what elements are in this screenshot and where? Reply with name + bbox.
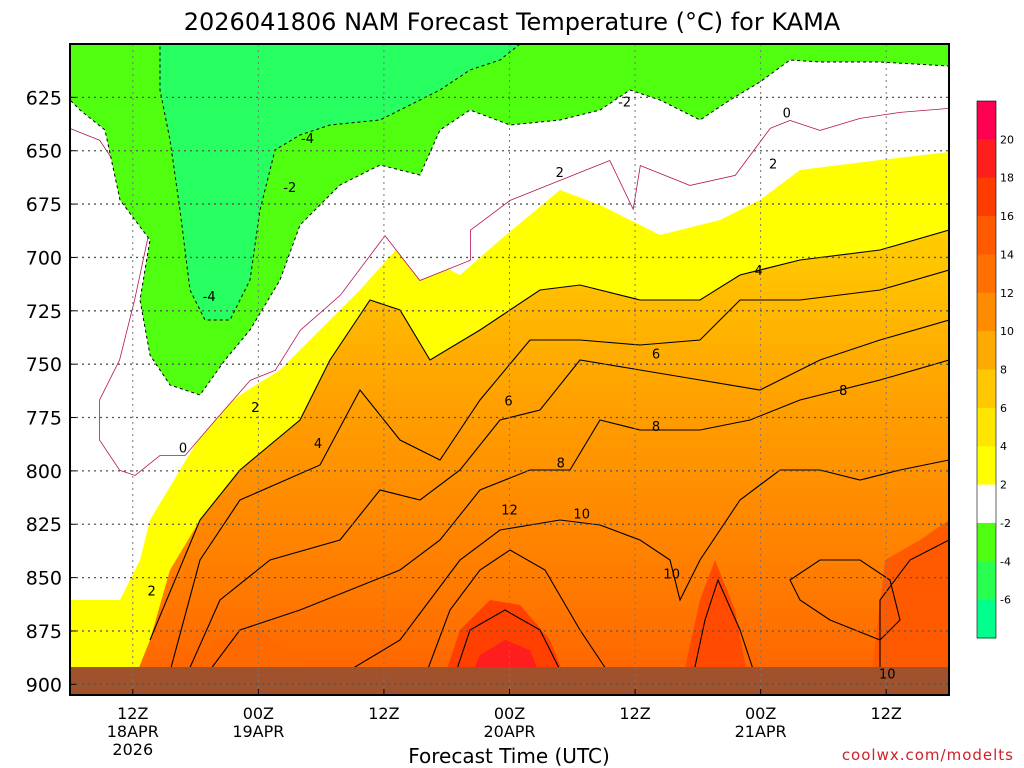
isotherm-label: 0 [783,106,791,121]
colorbar-frame [976,100,997,639]
y-tick-label: 750 [26,354,62,376]
colorbar-tick-label: 16 [1000,210,1014,223]
colorbar-swatch [977,561,996,601]
colorbar-tick-label: -4 [1000,555,1011,568]
x-tick-date-label: 21APR [735,722,787,741]
y-tick-label: 825 [26,514,62,536]
y-tick-label: 850 [26,568,62,590]
y-tick-label: 800 [26,461,62,483]
colorbar-swatch [977,522,996,562]
colorbar-swatch [977,254,996,294]
x-tick-label: 00Z [494,704,525,723]
colorbar-swatch [977,101,996,140]
y-tick-label: 650 [26,141,62,163]
isotherm-label: 2 [769,158,777,173]
x-tick-year-label: 2026 [112,740,153,759]
watermark: coolwx.com/modelts [841,746,1014,764]
colorbar-tick-label: -6 [1000,594,1011,607]
isotherm-labels: -4 -2 -2 -4 0 0 2 2 2 2 4 4 6 6 8 8 8 10 10 10 12 [147,96,896,683]
isotherm-8 [194,359,949,691]
isotherm-label: 8 [557,456,565,471]
x-axis-label: Forecast Time (UTC) [408,744,610,768]
colorbar-swatch [977,139,996,179]
colorbar-swatch [977,369,996,409]
isotherm-label: 10 [663,567,680,582]
isotherm-12b [689,578,761,691]
colorbar-tick-label: 10 [1000,325,1014,338]
colorbar-swatch [977,599,996,639]
isotherm-6 [179,319,949,691]
isotherm-label: 0 [179,441,187,456]
colorbar-tick-label: 18 [1000,172,1014,185]
isotherm-label: -2 [618,96,631,111]
isotherm-12c [879,539,949,690]
colorbar-tick-label: 6 [1000,402,1007,415]
colorbar-swatch [977,446,996,486]
x-tick-label: 12Z [871,704,902,723]
x-tick-date-label: 20APR [483,722,535,741]
x-tick-date-label: 18APR [107,722,159,741]
isotherm-label: -2 [283,181,296,196]
isotherm-lines [149,229,949,691]
x-tick-label: 12Z [368,704,399,723]
x-tick-label: 12Z [619,704,650,723]
y-tick-label: 900 [26,674,62,696]
colorbar-swatch [977,484,996,524]
x-tick-label: 12Z [117,704,148,723]
isotherm-label: -4 [301,132,314,147]
isotherm-label: 4 [754,264,762,279]
colorbar-tick-label: 14 [1000,248,1014,261]
colorbar-swatch [977,216,996,255]
isotherm-label: 2 [147,584,155,599]
colorbar-tick-label: 4 [1000,440,1007,453]
isotherm-label: 6 [504,394,512,409]
isotherm-2 [149,229,949,641]
isotherm-label: 10 [879,668,896,683]
isotherm-label: 8 [839,384,847,399]
isotherm-label: 4 [314,437,322,452]
y-tick-label: 775 [26,408,62,430]
y-axis: 625 650 675 700 725 750 775 800 825 850 875 900 [26,87,76,696]
x-tick-label: 00Z [243,704,274,723]
colorbar-swatch [977,331,996,370]
isotherm-label: 12 [501,503,518,518]
y-tick-label: 700 [26,247,62,269]
isotherm-14 [449,609,571,691]
colorbar-tick-label: -2 [1000,517,1011,530]
x-tick-label: 00Z [745,704,776,723]
colorbar-tick-label: 8 [1000,364,1007,377]
x-tick-date-label: 19APR [232,722,284,741]
warm-edge-right [870,520,949,690]
y-tick-label: 875 [26,621,62,643]
isotherm-label: 2 [556,166,564,181]
colorbar-swatch [977,177,996,217]
y-tick-label: 625 [26,87,62,109]
colorbar-swatch [977,292,996,332]
y-tick-label: 675 [26,194,62,216]
colorbar-swatch [977,407,996,447]
isotherm-label: 8 [652,420,660,435]
isotherm-10b [789,559,901,641]
colorbar-tick-label: 20 [1000,133,1014,146]
grid [70,44,949,695]
isotherm-label: 2 [251,401,259,416]
colorbar-tick-label: 12 [1000,287,1014,300]
colorbar-tick-label: 2 [1000,479,1007,492]
colorbar: 20 18 16 14 12 10 8 6 4 2 -2 -4 -6 [976,100,1014,639]
isotherm-label: 6 [652,347,660,362]
y-tick-label: 725 [26,301,62,323]
isotherm-label: 10 [573,508,590,523]
isotherm-label: -4 [203,290,216,305]
isotherm-4 [164,269,949,691]
isotherm-10 [239,459,949,691]
chart-title: 2026041806 NAM Forecast Temperature (°C)… [184,8,841,36]
band-neg6-neg4 [159,44,521,321]
